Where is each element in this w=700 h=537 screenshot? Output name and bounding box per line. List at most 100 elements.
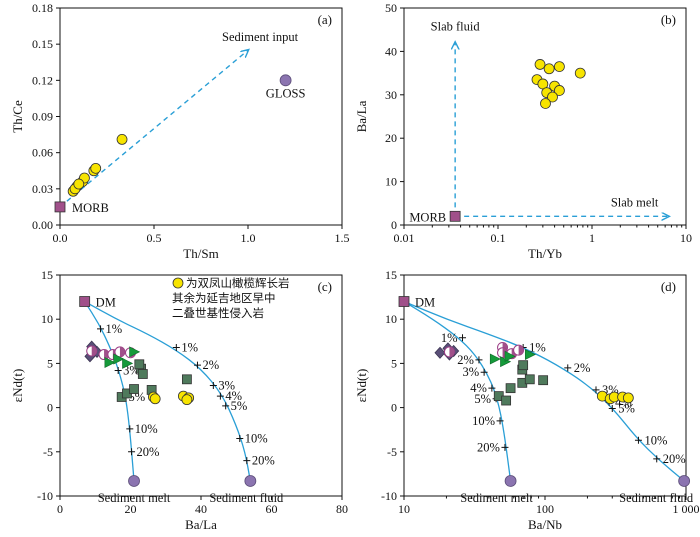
end-member-square: [79, 296, 91, 307]
sample-circle-yellow: [543, 63, 555, 75]
sample-square: [518, 360, 529, 371]
panel-label: (a): [318, 12, 332, 27]
x-tick-label: 60: [266, 502, 278, 516]
half-circle-fill: [518, 345, 524, 356]
sample-half-circle: [443, 346, 455, 358]
sample-circle-yellow: [116, 134, 128, 145]
x-tick-label: 0: [57, 502, 63, 516]
mixing-tick-label: 1%: [181, 340, 198, 354]
mixing-tick-label: 20%: [663, 452, 686, 466]
y-tick-label: 0.12: [32, 73, 53, 87]
mixing-tick-label: 4%: [470, 381, 487, 395]
x-tick-label: 0.5: [147, 231, 162, 245]
end-member-circle: [279, 74, 292, 87]
y-tick-label: 0.09: [32, 110, 53, 124]
sample-square: [538, 375, 549, 386]
mixing-tick-mark: [480, 368, 488, 376]
mixing-tick-mark: [236, 435, 244, 443]
y-tick-label: 10: [385, 312, 397, 326]
mixing-tick-label: 2%: [202, 358, 219, 372]
mixing-tick-mark: [216, 392, 224, 400]
sample-circle-yellow: [622, 392, 634, 404]
sample-circle-yellow: [181, 394, 193, 406]
end-member-circle: [244, 475, 257, 487]
y-tick-label: 10: [41, 312, 53, 326]
mixing-tick-mark: [209, 382, 217, 389]
end-member-label: Sediment melt: [460, 491, 533, 505]
mixing-tick-mark: [475, 356, 483, 364]
end-member-square: [398, 296, 410, 307]
y-tick-label: 0.15: [32, 37, 53, 51]
half-circle-fill: [449, 346, 455, 357]
y-tick-label: 0: [391, 401, 397, 415]
arrow-label: Slab melt: [611, 195, 659, 209]
mixing-tick-mark: [488, 384, 496, 392]
x-tick-label: 100: [536, 502, 554, 516]
sample-square: [501, 395, 512, 406]
y-tick-label: 0: [391, 218, 397, 232]
y-tick-label: 0: [47, 401, 53, 415]
panel-2-axes: 0 20 40 60 80 -10 -5 0 5 10 15 Ba/La εNd(t) (c): [10, 268, 348, 532]
mixing-tick-label: 20%: [252, 454, 275, 468]
end-member-label: Sediment melt: [98, 491, 171, 505]
end-member-circle: [678, 475, 691, 487]
sample-circle-yellow: [534, 59, 546, 70]
sample-square: [129, 384, 139, 394]
x-tick-label: 0.01: [394, 231, 415, 245]
sample-square: [137, 369, 148, 379]
panel-label: (c): [318, 279, 332, 294]
mixing-tick-label: 5%: [231, 399, 248, 413]
end-member-label: MORB: [72, 201, 109, 215]
mixing-tick-mark: [243, 457, 251, 465]
sample-square: [505, 383, 516, 394]
y-tick-label: 10: [385, 175, 397, 189]
panel-b-data: Slab fluid Slab melt MORB: [409, 20, 668, 224]
mixing-tick-label: 2%: [457, 353, 474, 367]
panel-d-data: 1%2%3%4%5%10%20%1%2%3%4%5%10%20%DMSedime…: [398, 296, 694, 505]
sample-square: [134, 359, 145, 370]
legend-text: 二叠世基性侵入岩: [172, 306, 264, 320]
sample-circle-yellow: [574, 67, 586, 79]
y-tick-label: 15: [385, 268, 397, 282]
x-tick-label: 1.0: [241, 231, 256, 245]
mixing-tick-mark: [97, 325, 105, 333]
mixing-tick-mark: [459, 334, 467, 342]
y-tick-label: 0.03: [32, 182, 53, 196]
y-axis-label: Ba/La: [354, 100, 369, 132]
mixing-curve-melt: [403, 300, 512, 482]
y-tick-label: -5: [387, 445, 397, 459]
panel-0-axes: 0.0 0.5 1.0 1.5 0.00 0.03 0.06 0.09 0.12 0.15 0.18…: [10, 1, 350, 261]
sample-square: [181, 374, 192, 385]
sample-half-circle: [513, 344, 525, 356]
end-member-circle: [504, 475, 517, 487]
mixing-tick-mark: [114, 366, 122, 374]
y-tick-label: 5: [47, 356, 53, 370]
end-member-square: [449, 210, 461, 222]
sample-half-circle: [114, 346, 126, 358]
mixing-tick-mark: [501, 443, 509, 451]
y-tick-label: 5: [391, 356, 397, 370]
half-circle-fill: [119, 346, 125, 357]
mixing-tick-label: 5%: [474, 392, 491, 406]
mixing-tick-mark: [564, 364, 572, 372]
mixing-curve-melt: [84, 301, 135, 482]
x-tick-label: 10: [398, 502, 410, 516]
panel-label: (d): [661, 279, 676, 294]
y-tick-label: -10: [37, 489, 53, 503]
end-member-label: DM: [415, 296, 435, 310]
mixing-tick-label: 4%: [225, 389, 242, 403]
mixing-curve-fluid: [84, 300, 251, 482]
x-tick-label: 1: [589, 231, 595, 245]
y-tick-label: -10: [381, 489, 397, 503]
sample-circle-yellow: [90, 162, 102, 174]
end-member-label: Sediment fluid: [209, 491, 284, 505]
sample-circle-yellow: [149, 393, 161, 405]
end-member-label: GLOSS: [266, 86, 306, 100]
y-axis-label: Th/Ce: [10, 100, 25, 133]
x-tick-label: 0.0: [53, 231, 68, 245]
x-tick-label: 80: [336, 502, 348, 516]
mixing-tick-mark: [634, 436, 642, 444]
mixing-tick-mark: [592, 386, 600, 394]
sample-triangle: [104, 357, 116, 369]
